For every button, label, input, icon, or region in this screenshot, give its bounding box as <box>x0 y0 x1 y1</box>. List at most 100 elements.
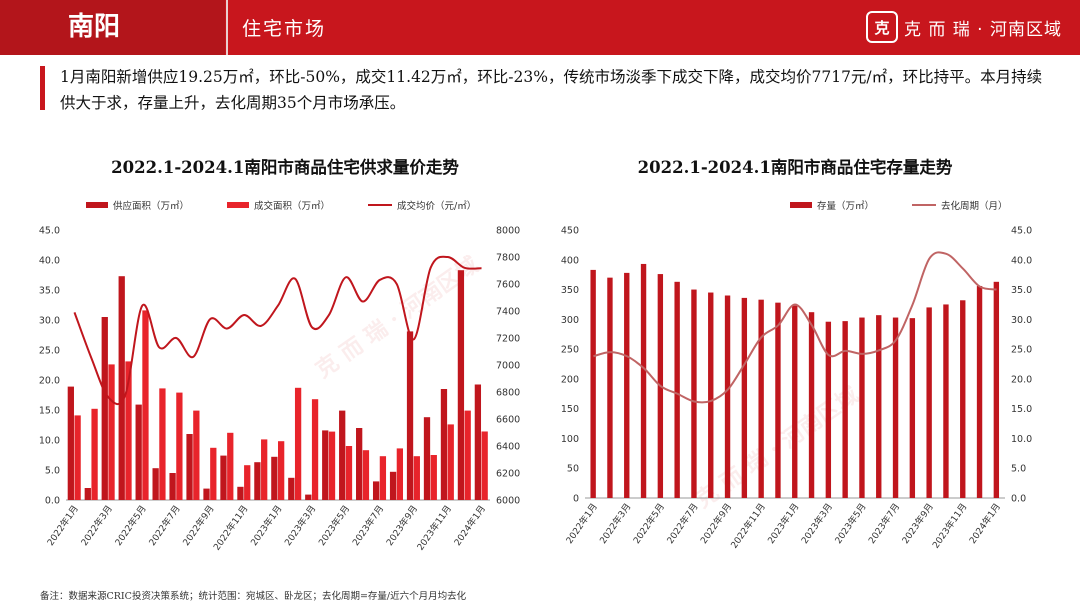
bar-chart1-s0-20 <box>406 331 414 500</box>
bar-chart2-s0-21 <box>943 304 949 498</box>
y-left-tick-label: 5.0 <box>45 466 60 477</box>
y-left-tick-label: 100 <box>561 434 579 445</box>
line-chart1-0 <box>73 255 482 406</box>
y-right-tick-label: 8000 <box>496 226 520 237</box>
y-left-tick-label: 0.0 <box>45 496 60 507</box>
bar-chart1-s1-24 <box>481 431 488 500</box>
legend-cycle-label: 去化周期（月） <box>941 201 1008 212</box>
y-left-tick-label: 450 <box>561 226 579 237</box>
bar-chart1-s1-0 <box>74 415 81 500</box>
bar-chart1-s1-16 <box>345 446 353 500</box>
city-title: 南阳 <box>0 0 225 55</box>
x-tick-label: 2023年3月 <box>798 501 835 546</box>
bar-chart1-s0-11 <box>254 462 261 500</box>
bar-chart1-s0-4 <box>135 404 142 500</box>
y-left-tick-label: 45.0 <box>39 226 60 237</box>
bar-chart2-s0-15 <box>842 321 848 498</box>
line-chart2-0 <box>593 251 997 404</box>
bar-chart1-s1-3 <box>125 361 132 500</box>
brand-text: 克 而 瑞 · 河南区域 <box>903 19 1062 40</box>
y-right-tick-label: 20.0 <box>1011 374 1032 385</box>
footnote: 备注：数据来源CRIC投资决策系统；统计范围：宛城区、卧龙区；去化周期=存量/近… <box>40 591 467 602</box>
bar-chart1-s1-18 <box>379 456 387 500</box>
chart2-title: 2022.1-2024.1南阳市商品住宅存量走势 <box>637 158 953 177</box>
x-tick-label: 2022年1月 <box>44 503 81 548</box>
y-right-tick-label: 0.0 <box>1011 494 1026 505</box>
y-right-tick-label: 6200 <box>496 469 520 480</box>
legend-price-label: 成交均价（元/㎡） <box>397 201 477 212</box>
bar-chart1-s1-5 <box>159 388 166 500</box>
legend-deal-label: 成交面积（万㎡） <box>254 201 331 212</box>
summary-block: 1月南阳新增供应19.25万㎡，环比-50%，成交11.42万㎡，环比-23%，… <box>40 64 1050 116</box>
y-left-tick-label: 150 <box>561 404 579 415</box>
chart1-svg: 0.0 5.0 10.0 15.0 20.0 25.0 30.0 35.0 40.0 45.0 60… <box>39 226 520 553</box>
legend-deal-swatch <box>227 202 250 208</box>
bar-chart1-s1-23 <box>464 410 471 500</box>
bar-chart1-s1-19 <box>396 448 404 500</box>
bar-chart1-s1-12 <box>278 441 285 500</box>
bar-chart2-s0-9 <box>741 297 748 498</box>
bar-chart1-s1-9 <box>227 432 234 500</box>
bar-chart1-s1-2 <box>108 364 115 500</box>
bar-chart1-s0-14 <box>305 494 312 500</box>
bar-chart1-s1-22 <box>447 424 454 500</box>
x-tick-label: 2022年3月 <box>597 501 634 546</box>
y-right-tick-label: 6600 <box>496 415 520 426</box>
y-right-tick-label: 30.0 <box>1011 315 1032 326</box>
y-right-tick-label: 35.0 <box>1011 285 1032 296</box>
x-tick-label: 2023年7月 <box>350 503 387 548</box>
bar-chart2-s0-24 <box>993 281 1000 498</box>
bar-chart1-s0-16 <box>339 410 346 500</box>
bar-chart2-s0-16 <box>859 317 865 498</box>
legend-supply-label: 供应面积（万㎡） <box>113 201 190 212</box>
bar-chart2-s0-7 <box>708 292 714 498</box>
section-title: 住宅市场 <box>242 18 327 40</box>
y-right-tick-label: 15.0 <box>1011 404 1032 415</box>
legend-supply-swatch <box>86 202 108 208</box>
y-left-tick-label: 350 <box>561 285 579 296</box>
bar-chart2-s0-19 <box>909 318 916 498</box>
y-left-tick-label: 25.0 <box>39 346 60 357</box>
bar-chart1-s0-7 <box>186 434 193 500</box>
y-left-tick-label: 250 <box>561 345 579 356</box>
x-tick-label: 2022年3月 <box>78 503 115 548</box>
bar-chart2-s0-22 <box>960 300 966 498</box>
bar-chart2-s0-2 <box>624 272 630 498</box>
y-right-tick-label: 7000 <box>496 361 520 372</box>
legend-stock-swatch <box>790 202 812 208</box>
y-right-tick-label: 7600 <box>496 280 520 291</box>
bar-chart1-s0-22 <box>440 389 448 500</box>
x-tick-label: 2023年5月 <box>316 503 353 548</box>
brand-logo-icon: 克 <box>865 11 898 43</box>
x-tick-label: 2023年11月 <box>930 501 970 551</box>
bar-chart2-s0-1 <box>607 277 613 498</box>
x-tick-label: 2023年9月 <box>384 503 421 548</box>
bar-chart1-s0-19 <box>389 471 397 500</box>
bar-chart1-s0-9 <box>220 455 227 500</box>
bar-chart1-s1-7 <box>193 410 200 500</box>
x-tick-label: 2024年1月 <box>966 501 1003 546</box>
bar-chart1-s1-11 <box>261 439 268 500</box>
chart1-title: 2022.1-2024.1南阳市商品住宅供求量价走势 <box>111 158 459 177</box>
y-right-tick-label: 6000 <box>496 496 520 507</box>
legend-cycle-swatch <box>912 204 937 206</box>
bar-chart1-s1-6 <box>176 392 183 500</box>
y-left-tick-label: 30.0 <box>39 316 60 327</box>
bar-chart2-s0-3 <box>640 263 647 498</box>
summary-accent-bar <box>40 66 45 110</box>
bar-chart2-s0-13 <box>808 312 815 498</box>
bar-chart2-s0-0 <box>590 269 596 498</box>
bar-chart2-s0-23 <box>976 285 983 498</box>
bar-chart2-s0-6 <box>691 289 697 498</box>
bar-chart1-s1-10 <box>244 465 251 500</box>
header-divider <box>226 0 228 55</box>
bar-chart1-s1-17 <box>362 450 370 500</box>
bar-chart1-s0-2 <box>101 317 108 500</box>
bar-chart1-s0-13 <box>288 477 295 500</box>
y-right-tick-label: 6800 <box>496 388 520 399</box>
chart1-legend: 供应面积（万㎡） 成交面积（万㎡） 成交均价（元/㎡） <box>86 198 514 212</box>
legend-stock-label: 存量（万㎡） <box>817 201 875 212</box>
bar-chart1-s0-0 <box>67 386 74 500</box>
bar-chart1-s0-23 <box>457 270 465 500</box>
bar-chart1-s0-12 <box>271 456 278 500</box>
